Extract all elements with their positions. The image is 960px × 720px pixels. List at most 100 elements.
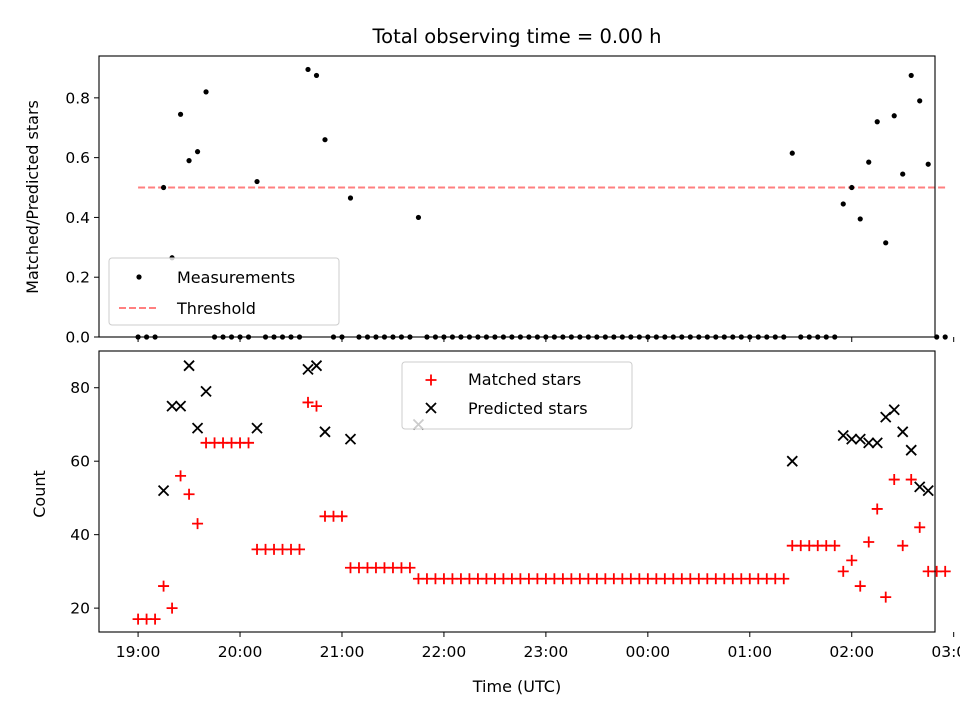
x-tick-label: 00:00 [626,643,671,661]
matched-stars-point [336,510,348,522]
measurement-point [322,137,328,143]
measurement-point [313,72,320,79]
ratio-legend-box [108,257,340,326]
matched-stars-point [880,591,892,603]
measurement-point [186,158,192,164]
ratio-y-tick-label: 0.6 [65,149,90,167]
matched-stars-point [243,437,255,449]
predicted-stars-point [922,484,934,497]
matched-stars-point [175,470,187,482]
matched-stars-point [846,554,858,566]
matched-stars-point [149,613,161,625]
ratio-legend: Measurements Threshold [108,257,340,326]
measurement-point [254,178,260,185]
matched-stars-point [192,518,204,530]
count-y-tick-label: 60 [70,453,90,471]
predicted-stars-point [183,360,195,372]
predicted-stars-point [786,455,798,467]
measurement-point [857,216,863,222]
x-tick-label: 22:00 [422,643,467,661]
predicted-stars-point [310,360,323,372]
matched-stars-point [183,488,195,500]
matched-stars-point [302,396,314,408]
count-y-tick-label: 80 [70,379,90,397]
measurement-point [789,150,795,156]
matched-stars-point [939,565,951,577]
measurement-point [874,119,880,125]
count-y-axis-label: Count [30,470,49,518]
legend-matched-marker [425,374,437,386]
predicted-stars-point [157,484,170,497]
matched-stars-point [905,474,917,486]
measurement-point [194,149,201,155]
measurement-point [891,113,897,119]
count-y-tick-label: 20 [70,600,90,618]
ratio-y-tick-label: 0.8 [65,89,90,107]
measurement-point [883,240,889,246]
ratio-y-tick-label: 0.2 [65,269,90,287]
measurement-point [160,184,167,191]
count-y-tick-label: 40 [70,526,90,544]
matched-stars-point [310,400,322,412]
measurement-point [917,98,923,104]
matched-stars-point [897,540,909,552]
matched-stars-point [778,573,790,585]
predicted-stars-point [888,404,900,416]
measurement-point [849,184,855,191]
predicted-stars-point [302,363,314,376]
chart-title: Total observing time = 0.00 h [372,25,662,48]
legend-predicted-marker [425,402,437,414]
ratio-panel: 0.00.20.40.60.8 Matched/Predicted stars … [23,55,955,347]
predicted-stars-point [166,400,178,412]
predicted-stars-point [871,437,883,449]
x-tick-label: 01:00 [727,643,772,661]
predicted-stars-point [846,433,858,445]
measurement-point [925,161,931,167]
matched-stars-point [829,540,841,552]
matched-stars-point [294,543,306,555]
count-x-ticks: 19:00 20:00 21:00 22:00 23:00 00:00 01:00 02:00… [116,632,960,661]
matched-stars-point [914,521,926,533]
legend-matched-label: Matched stars [468,370,581,389]
x-tick-label: 19:00 [116,643,161,661]
measurement-point [942,334,948,340]
ratio-y-ticks: 0.0 0.2 0.4 0.6 0.8 [65,89,99,347]
count-marks [132,360,951,625]
matched-stars-point [404,562,416,574]
x-tick-label: 03:00 [931,643,960,661]
predicted-stars-point [854,433,866,445]
predicted-stars-point [319,426,331,438]
measurement-point [908,72,914,79]
ratio-y-tick-label: 0.4 [65,209,90,227]
legend-threshold-label: Threshold [176,299,256,318]
ratio-axes-frame [98,55,936,338]
count-panel: 20 40 60 80 19:00 20:00 21:00 22:00 23:00 00:00 0… [30,350,960,696]
matched-stars-point [888,474,900,486]
measurement-point [305,66,311,73]
predicted-stars-point [905,444,917,456]
predicted-stars-point [251,422,263,434]
matched-stars-point [837,565,849,577]
predicted-stars-point [344,433,357,445]
legend-predicted-label: Predicted stars [468,399,588,418]
x-tick-label: 23:00 [524,643,569,661]
matched-stars-point [854,580,866,592]
predicted-stars-point [191,422,204,434]
x-tick-label: 20:00 [218,643,263,661]
measurement-point [177,111,184,117]
matched-stars-point [158,580,170,592]
x-tick-label: 02:00 [829,643,874,661]
x-tick-label: 21:00 [320,643,365,661]
matched-stars-point [863,536,875,548]
x-axis-label: Time (UTC) [472,677,561,696]
measurement-point [347,195,354,201]
predicted-stars-point [863,437,875,449]
count-legend: Matched stars Predicted stars [401,361,633,430]
measurement-point [900,171,906,177]
legend-measurements-label: Measurements [177,268,295,287]
matched-stars-point [166,602,178,614]
count-legend-box [401,361,633,430]
measurement-point [840,201,846,207]
